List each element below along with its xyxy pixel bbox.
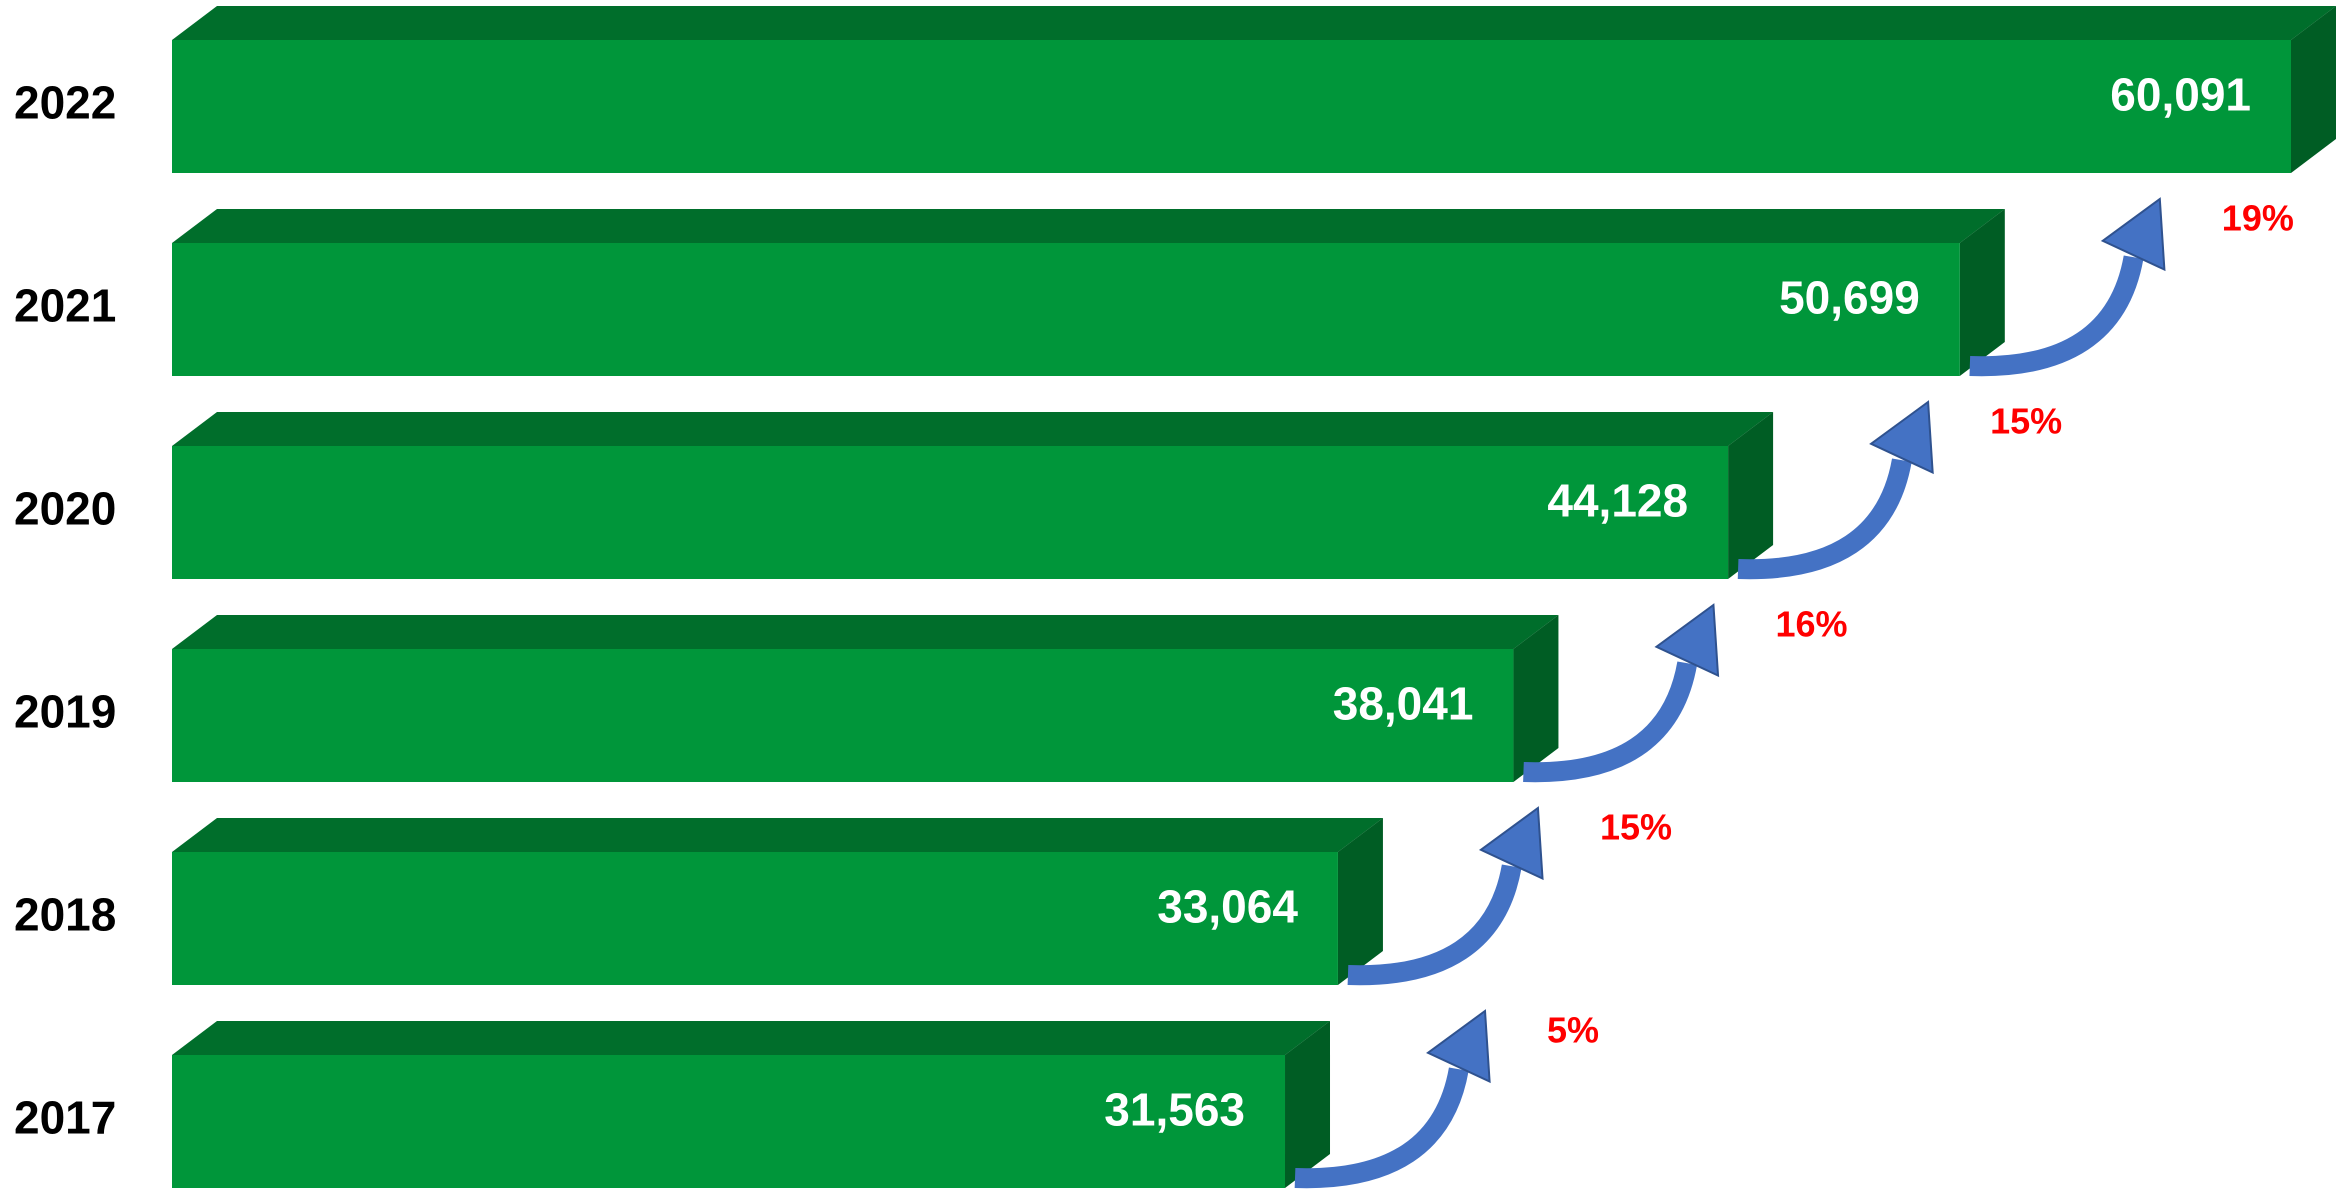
growth-label: 16% — [1775, 604, 1847, 645]
category-label: 2017 — [14, 1092, 116, 1144]
category-label: 2021 — [14, 280, 116, 332]
category-label: 2020 — [14, 483, 116, 535]
bar-side — [1337, 818, 1383, 985]
growth-arrow-head — [2100, 197, 2166, 272]
bar-top — [172, 209, 2005, 243]
value-label: 60,091 — [2110, 69, 2251, 121]
category-label: 2018 — [14, 889, 116, 941]
value-label: 31,563 — [1104, 1084, 1245, 1136]
growth-label: 15% — [1600, 807, 1672, 848]
growth-arrow-shaft — [1347, 864, 1522, 986]
value-label: 50,699 — [1779, 272, 1920, 324]
growth-arrow-shaft — [1969, 255, 2144, 377]
bar-top — [172, 818, 1383, 852]
bar — [172, 446, 1729, 579]
category-label: 2019 — [14, 686, 116, 738]
growth-arrow-head — [1869, 400, 1934, 475]
bar-side — [2291, 6, 2336, 173]
bar-side — [1728, 412, 1774, 579]
bar — [172, 40, 2291, 173]
bar-side — [1285, 1021, 1331, 1188]
bar — [172, 243, 1960, 376]
bar — [172, 649, 1514, 782]
bar-top — [172, 1021, 1331, 1055]
growth-arrow-head — [1478, 806, 1544, 881]
growth-label: 19% — [2222, 198, 2294, 239]
bar — [172, 852, 1338, 985]
bar-top — [172, 6, 2336, 40]
category-label: 2022 — [14, 77, 116, 129]
growth-label: 15% — [1990, 401, 2062, 442]
bar-side — [1513, 615, 1559, 782]
bar — [172, 1055, 1286, 1188]
growth-label: 5% — [1547, 1010, 1599, 1051]
bar-top — [172, 615, 1559, 649]
growth-arrow-shaft — [1523, 661, 1698, 783]
bar-side — [1959, 209, 2005, 376]
growth-arrow-shaft — [1294, 1067, 1469, 1189]
value-label: 44,128 — [1547, 475, 1688, 527]
value-label: 38,041 — [1333, 678, 1474, 730]
growth-arrow-head — [1654, 603, 1720, 678]
value-label: 33,064 — [1157, 881, 1298, 933]
growth-arrow-head — [1426, 1009, 1491, 1084]
bar-top — [172, 412, 1774, 446]
growth-arrow-shaft — [1737, 458, 1912, 580]
